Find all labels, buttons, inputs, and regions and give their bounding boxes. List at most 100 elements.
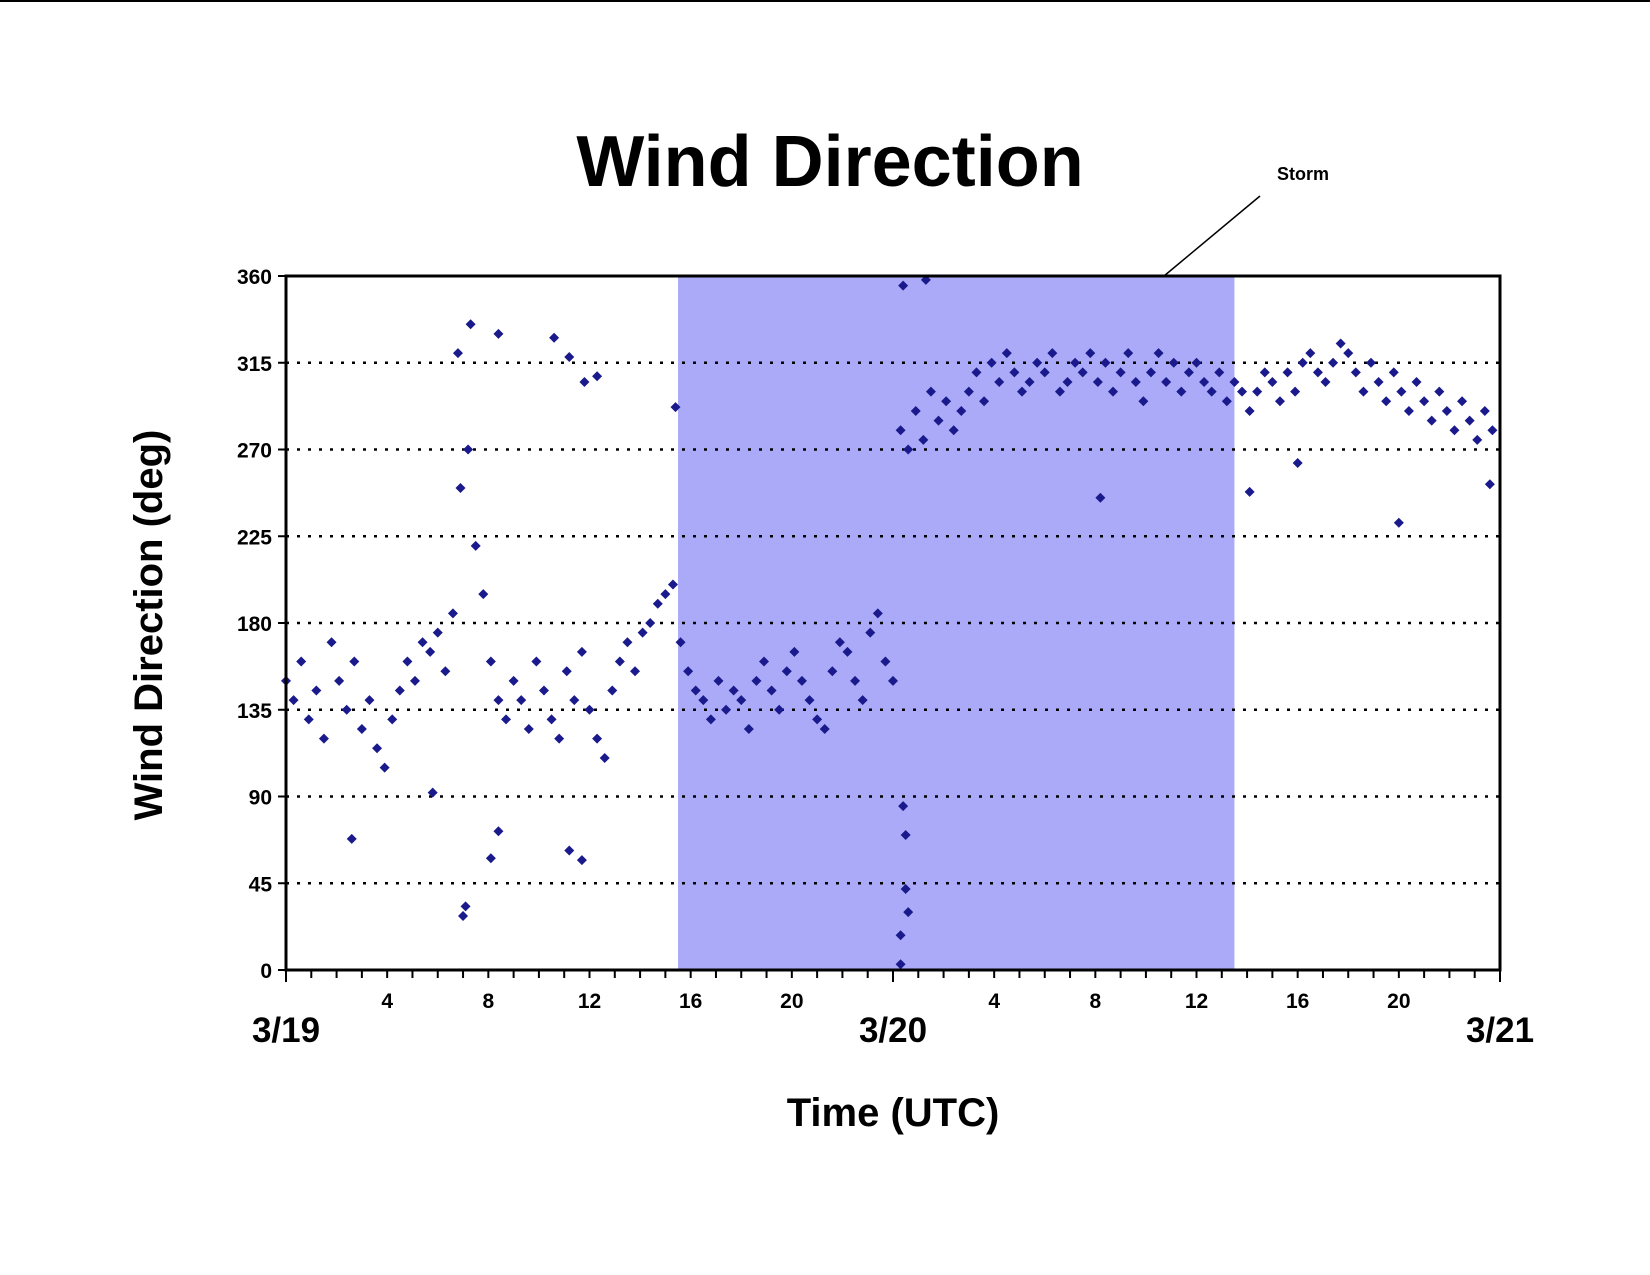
data-point [971,367,982,378]
data-point [1214,367,1225,378]
data-point [963,386,974,397]
data-point [346,833,357,844]
y-tick-label: 270 [237,440,272,463]
data-point [898,801,909,812]
data-point [493,328,504,339]
storm-annotation-leader [1163,195,1261,277]
data-point [1396,386,1407,397]
x-tick-label: 4 [988,990,1000,1013]
data-point [409,675,420,686]
data-point [948,425,959,436]
data-point [1039,367,1050,378]
data-point [1024,377,1035,388]
top-rule [0,0,1650,2]
data-point [1123,348,1134,359]
y-axis-ticks: 0 45 90 135 180 225 270 315 360 [237,266,286,983]
data-point [774,704,785,715]
x-tick-label: 20 [780,990,803,1013]
data-point [660,589,671,600]
data-point [470,540,481,551]
data-point [478,589,489,600]
data-point [1183,367,1194,378]
data-point [903,907,914,918]
data-point [402,656,413,667]
data-point [637,627,648,638]
data-point [458,911,469,922]
data-point [554,733,565,744]
data-point [1092,377,1103,388]
data-point [933,415,944,426]
data-point [425,646,436,657]
data-point [1479,405,1490,416]
data-point [1032,357,1043,368]
data-point [1464,415,1475,426]
data-point [427,787,438,798]
y-axis-title: Wind Direction (deg) [127,430,171,821]
data-point [394,685,405,696]
data-point [432,627,443,638]
data-point [288,695,299,706]
data-point [1244,486,1255,497]
data-point [1191,357,1202,368]
data-point [1229,377,1240,388]
data-point [1441,405,1452,416]
data-point [1366,357,1377,368]
data-point [941,396,952,407]
data-point [1095,492,1106,503]
data-point [652,598,663,609]
data-point [759,656,770,667]
data-point [538,685,549,696]
data-point [918,434,929,445]
data-point [546,714,557,725]
data-point [1419,396,1430,407]
data-point [751,675,762,686]
data-point [1403,405,1414,416]
data-point [465,319,476,330]
data-point [1244,405,1255,416]
y-tick-label: 180 [237,613,272,636]
data-point [1009,367,1020,378]
data-point [1199,377,1210,388]
data-point [910,405,921,416]
data-point [622,637,633,648]
data-point [1267,377,1278,388]
data-point [827,666,838,677]
x-date-label: 3/21 [1466,1011,1534,1050]
data-point [485,656,496,667]
x-date-label: 3/20 [859,1011,927,1050]
data-point [1252,386,1263,397]
data-point [888,675,898,686]
data-point [713,675,724,686]
data-point [925,386,936,397]
data-point [630,666,641,677]
x-tick-label: 16 [1286,990,1309,1013]
x-axis-title: Time (UTC) [787,1091,1000,1135]
data-point [599,752,610,763]
data-point [1292,457,1303,468]
data-point [1484,479,1495,490]
data-point [417,637,428,648]
data-point [1282,367,1293,378]
data-point [1312,367,1323,378]
data-point [857,695,868,706]
data-point [303,714,314,725]
storm-annotation-label: Storm [1277,164,1329,184]
x-date-label: 3/19 [252,1011,320,1050]
data-point [356,724,367,735]
data-point [523,724,534,735]
data-point [994,377,1005,388]
data-point [364,695,375,706]
data-point [1434,386,1445,397]
data-point [1085,348,1096,359]
data-point [728,685,739,696]
data-point [667,579,678,590]
data-point [1328,357,1339,368]
data-point [1054,386,1065,397]
data-point [1335,338,1346,349]
gridlines [286,361,1500,885]
data-point [1343,348,1354,359]
data-point [493,826,504,837]
data-point [531,656,542,667]
data-point [781,666,792,677]
x-tick-label: 8 [482,990,494,1013]
